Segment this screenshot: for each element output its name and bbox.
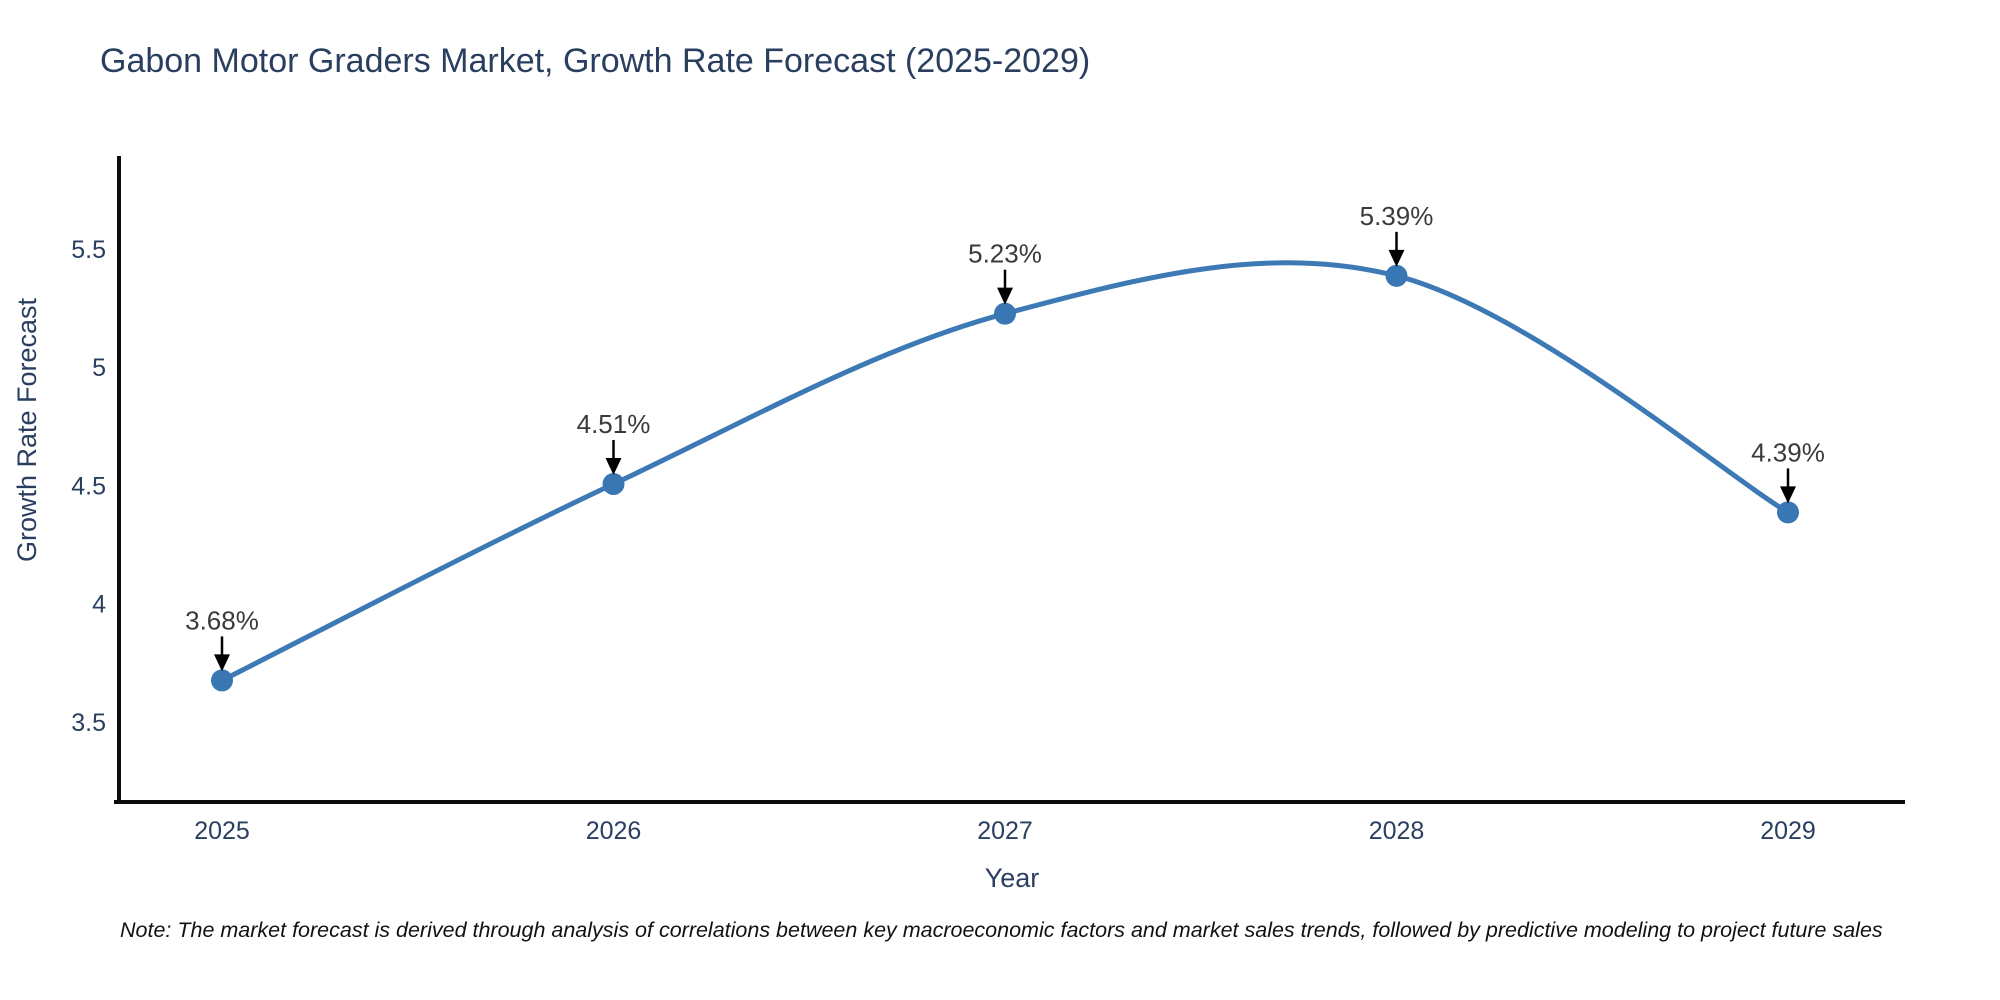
x-tick-label: 2027 [977,817,1033,845]
annotation-label: 5.23% [968,239,1042,269]
chart-footnote: Note: The market forecast is derived thr… [120,918,1883,942]
annotation-label: 5.39% [1360,201,1434,231]
x-axis-title: Year [985,863,1040,893]
annotation-label: 4.51% [577,409,651,439]
data-point-marker [994,302,1016,325]
y-tick-label: 3.5 [71,709,106,737]
y-tick-label: 4.5 [71,472,106,500]
data-point-marker [211,669,233,692]
x-tick-label: 2026 [586,817,642,845]
annotation-arrowhead [997,287,1013,305]
y-tick-label: 5 [92,354,106,382]
x-tick-label: 2029 [1760,817,1816,845]
x-tick-label: 2028 [1369,817,1425,845]
line-series [219,260,1791,683]
annotation-label: 4.39% [1751,437,1825,467]
y-tick-label: 4 [92,591,106,619]
annotation-label: 3.68% [185,605,259,635]
chart-title: Gabon Motor Graders Market, Growth Rate … [100,42,1091,80]
data-point-marker [1385,264,1408,287]
data-point-marker [602,473,625,496]
annotation-arrowhead [1388,249,1405,267]
y-tick-label: 5.5 [71,236,106,264]
data-point-marker [1777,501,1799,524]
annotation-arrowhead [214,654,230,672]
annotation-arrowhead [605,458,622,476]
x-tick-label: 2025 [194,817,250,845]
y-axis-title: Growth Rate Forecast [12,297,42,562]
annotation-arrowhead [1780,486,1796,504]
